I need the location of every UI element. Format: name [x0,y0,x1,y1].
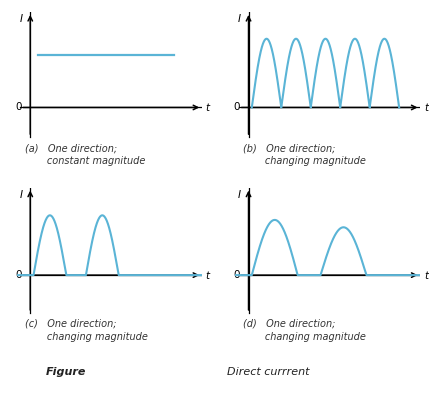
Text: Figure: Figure [45,367,86,377]
Text: $t$: $t$ [205,269,212,281]
Text: $I$: $I$ [19,188,24,200]
Text: (d)   One direction;
       changing magnitude: (d) One direction; changing magnitude [243,319,366,342]
Text: (c)   One direction;
       changing magnitude: (c) One direction; changing magnitude [24,319,148,342]
Text: 0: 0 [15,270,22,280]
Text: Direct currrent: Direct currrent [227,367,309,377]
Text: $t$: $t$ [424,101,429,113]
Text: (b)   One direction;
       changing magnitude: (b) One direction; changing magnitude [243,143,366,166]
Text: 0: 0 [234,270,240,280]
Text: $t$: $t$ [205,101,212,113]
Text: $I$: $I$ [19,12,24,24]
Text: (a)   One direction;
       constant magnitude: (a) One direction; constant magnitude [24,143,145,166]
Text: $I$: $I$ [237,12,242,24]
Text: 0: 0 [15,103,22,112]
Text: $I$: $I$ [237,188,242,200]
Text: $t$: $t$ [424,269,429,281]
Text: 0: 0 [234,103,240,112]
